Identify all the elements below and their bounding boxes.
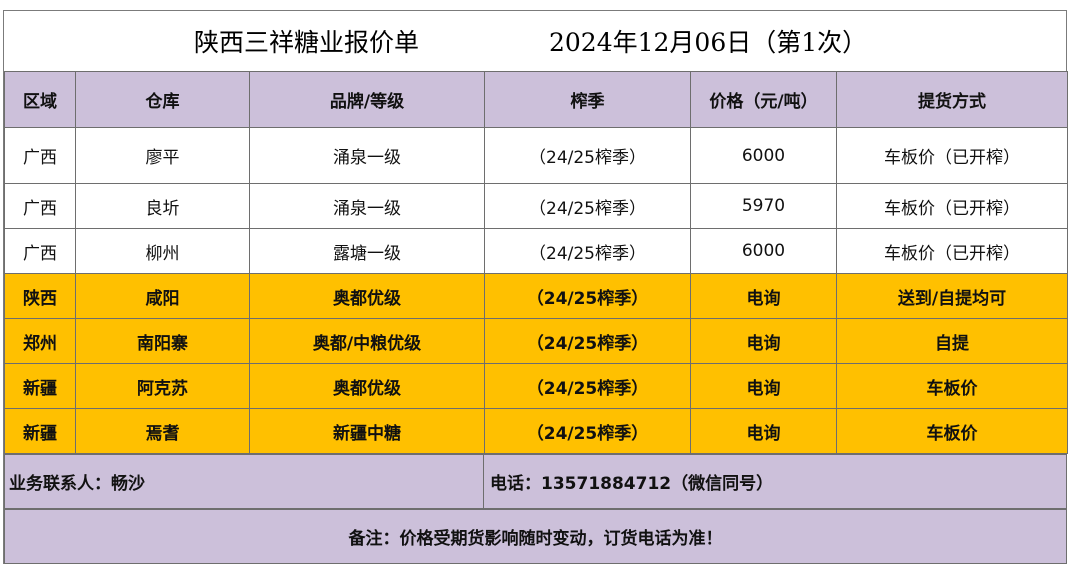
- cell-season: （24/25榨季）: [484, 183, 691, 229]
- cell-price: 电询: [690, 408, 837, 454]
- cell-region: 广西: [4, 183, 76, 229]
- cell-season: （24/25榨季）: [484, 363, 691, 409]
- cell-season: （24/25榨季）: [484, 127, 691, 184]
- table-row: 广西 良圻 涌泉一级 （24/25榨季） 5970 车板价（已开榨）: [4, 183, 1068, 229]
- remark-note: 备注：价格受期货影响随时变动，订货电话为准！: [4, 509, 1067, 564]
- cell-warehouse: 柳州: [75, 228, 250, 274]
- cell-warehouse: 良圻: [75, 183, 250, 229]
- cell-brand: 露塘一级: [249, 228, 485, 274]
- quote-date: 2024年12月06日（第1次）: [549, 28, 868, 57]
- header-pickup: 提货方式: [836, 71, 1068, 128]
- table-row: 新疆 焉耆 新疆中糖 （24/25榨季） 电询 车板价: [4, 408, 1068, 454]
- cell-season: （24/25榨季）: [484, 408, 691, 454]
- cell-brand: 新疆中糖: [249, 408, 485, 454]
- table-row: 广西 廖平 涌泉一级 （24/25榨季） 6000 车板价（已开榨）: [4, 127, 1068, 184]
- cell-price: 6000: [690, 127, 837, 184]
- contact-phone: 电话：13571884712（微信同号）: [484, 454, 1067, 509]
- cell-region: 新疆: [4, 363, 76, 409]
- cell-warehouse: 廖平: [75, 127, 250, 184]
- quote-title: 陕西三祥糖业报价单: [194, 28, 420, 57]
- cell-warehouse: 南阳寨: [75, 318, 250, 364]
- header-season: 榨季: [484, 71, 691, 128]
- cell-price: 电询: [690, 318, 837, 364]
- header-warehouse: 仓库: [75, 71, 250, 128]
- table-row: 陕西 咸阳 奥都优级 （24/25榨季） 电询 送到/自提均可: [4, 273, 1068, 319]
- cell-price: 5970: [690, 183, 837, 229]
- cell-region: 郑州: [4, 318, 76, 364]
- cell-pickup: 车板价: [836, 408, 1068, 454]
- cell-brand: 涌泉一级: [249, 127, 485, 184]
- contact-row: 业务联系人：畅沙 电话：13571884712（微信同号）: [4, 454, 1067, 509]
- cell-region: 广西: [4, 127, 76, 184]
- table-row: 广西 柳州 露塘一级 （24/25榨季） 6000 车板价（已开榨）: [4, 228, 1068, 274]
- header-region: 区域: [4, 71, 76, 128]
- contact-person: 业务联系人：畅沙: [4, 454, 484, 509]
- cell-warehouse: 咸阳: [75, 273, 250, 319]
- cell-brand: 奥都/中粮优级: [249, 318, 485, 364]
- cell-pickup: 送到/自提均可: [836, 273, 1068, 319]
- cell-pickup: 自提: [836, 318, 1068, 364]
- cell-season: （24/25榨季）: [484, 273, 691, 319]
- header-brand: 品牌/等级: [249, 71, 485, 128]
- cell-region: 新疆: [4, 408, 76, 454]
- cell-season: （24/25榨季）: [484, 318, 691, 364]
- cell-warehouse: 阿克苏: [75, 363, 250, 409]
- title-row: 陕西三祥糖业报价单 2024年12月06日（第1次）: [4, 11, 1066, 71]
- cell-price: 6000: [690, 228, 837, 274]
- cell-pickup: 车板价（已开榨）: [836, 228, 1068, 274]
- cell-brand: 奥都优级: [249, 363, 485, 409]
- cell-pickup: 车板价: [836, 363, 1068, 409]
- table-row: 新疆 阿克苏 奥都优级 （24/25榨季） 电询 车板价: [4, 363, 1068, 409]
- price-table: 区域 仓库 品牌/等级 榨季 价格（元/吨） 提货方式 广西 廖平 涌泉一级 （…: [4, 71, 1068, 454]
- cell-brand: 奥都优级: [249, 273, 485, 319]
- header-price: 价格（元/吨）: [690, 71, 837, 128]
- cell-brand: 涌泉一级: [249, 183, 485, 229]
- cell-pickup: 车板价（已开榨）: [836, 183, 1068, 229]
- table-header-row: 区域 仓库 品牌/等级 榨季 价格（元/吨） 提货方式: [4, 71, 1068, 128]
- cell-price: 电询: [690, 273, 837, 319]
- cell-region: 陕西: [4, 273, 76, 319]
- cell-season: （24/25榨季）: [484, 228, 691, 274]
- cell-price: 电询: [690, 363, 837, 409]
- cell-region: 广西: [4, 228, 76, 274]
- cell-warehouse: 焉耆: [75, 408, 250, 454]
- table-row: 郑州 南阳寨 奥都/中粮优级 （24/25榨季） 电询 自提: [4, 318, 1068, 364]
- cell-pickup: 车板价（已开榨）: [836, 127, 1068, 184]
